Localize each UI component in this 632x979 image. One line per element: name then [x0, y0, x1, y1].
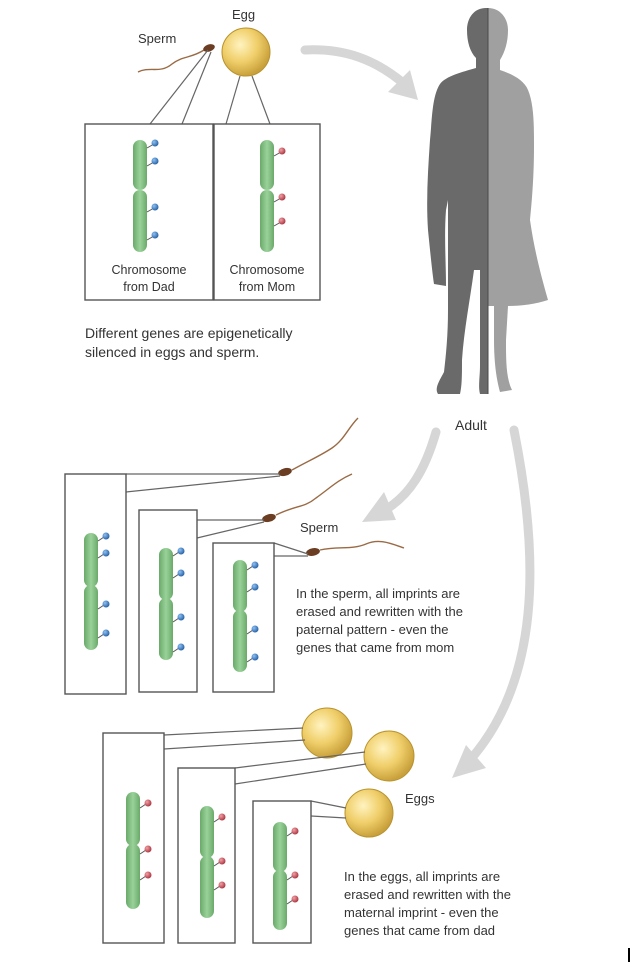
paternal-mark: [151, 157, 159, 165]
sperm-2: [262, 473, 353, 523]
maternal-mark: [144, 799, 152, 807]
paternal-mark: [102, 600, 110, 608]
chromosome-dad: [133, 139, 159, 252]
egg-callout-lines: [163, 727, 367, 819]
paternal-mark: [151, 203, 159, 211]
sperm-label-top: Sperm: [138, 31, 176, 46]
egg-label: Egg: [232, 7, 255, 22]
arrow-to-eggs: [452, 425, 535, 778]
arrow-to-adult: [300, 45, 418, 100]
paternal-mark: [102, 629, 110, 637]
maternal-mark: [218, 813, 226, 821]
paternal-mark: [177, 613, 185, 621]
chromosome-mom-label-2: from Mom: [239, 280, 295, 294]
maternal-mark: [291, 895, 299, 903]
chromosome-dad-label-2: from Dad: [123, 280, 174, 294]
top-egg: [221, 27, 271, 77]
sperm-chromosome-2: [159, 547, 185, 660]
paternal-mark: [251, 653, 259, 661]
paternal-mark: [177, 643, 185, 651]
sperm-text-line-3: paternal pattern - even the: [296, 622, 449, 637]
sperm-callout-lines: [125, 473, 309, 557]
maternal-mark: [144, 871, 152, 879]
adult-label: Adult: [455, 417, 487, 433]
maternal-mark: [278, 147, 286, 155]
maternal-mark: [278, 217, 286, 225]
paternal-mark: [151, 139, 159, 147]
egg-3: [344, 788, 394, 838]
maternal-mark: [291, 827, 299, 835]
paternal-mark: [251, 583, 259, 591]
eggs-text-line-2: erased and rewritten with the: [344, 887, 511, 902]
eggs-text-line-3: maternal imprint - even the: [344, 905, 499, 920]
maternal-mark: [278, 193, 286, 201]
egg-chromosome-2: [200, 806, 226, 918]
sperm-chromosome-1: [84, 532, 110, 650]
maternal-mark: [218, 857, 226, 865]
paternal-mark: [102, 532, 110, 540]
chromosome-box-dad: [84, 123, 214, 301]
arrow-to-sperm: [362, 427, 441, 522]
paternal-mark: [251, 561, 259, 569]
eggs-label: Eggs: [405, 791, 435, 806]
top-sperm: [137, 44, 215, 73]
paternal-mark: [177, 569, 185, 577]
adult-silhouette: [427, 8, 548, 394]
sperm-text-line-4: genes that came from mom: [296, 640, 454, 655]
maternal-mark: [291, 871, 299, 879]
sperm-chromosome-3: [233, 560, 259, 672]
paternal-mark: [102, 549, 110, 557]
maternal-mark: [144, 845, 152, 853]
top-callout-lines: [149, 49, 271, 125]
sperm-3: [306, 540, 405, 556]
paternal-mark: [177, 547, 185, 555]
caption-line-2: silenced in eggs and sperm.: [85, 344, 259, 360]
paternal-mark: [151, 231, 159, 239]
paternal-mark: [251, 625, 259, 633]
eggs-text-line-4: genes that came from dad: [344, 923, 495, 938]
chromosome-dad-label-1: Chromosome: [111, 263, 186, 277]
sperm-text-line-1: In the sperm, all imprints are: [296, 586, 460, 601]
chromosome-mom: [260, 140, 286, 252]
sperm-label-bottom: Sperm: [300, 520, 338, 535]
sperm-1: [278, 417, 359, 477]
sperm-text-line-2: erased and rewritten with the: [296, 604, 463, 619]
egg-chromosome-3: [273, 822, 299, 930]
egg-chromosome-1: [126, 792, 152, 909]
maternal-mark: [218, 881, 226, 889]
egg-2: [363, 730, 415, 782]
caption-line-1: Different genes are epigenetically: [85, 325, 293, 341]
eggs-text-line-1: In the eggs, all imprints are: [344, 869, 500, 884]
text-cursor-mark: [628, 948, 630, 962]
chromosome-mom-label-1: Chromosome: [229, 263, 304, 277]
egg-1: [301, 707, 353, 759]
